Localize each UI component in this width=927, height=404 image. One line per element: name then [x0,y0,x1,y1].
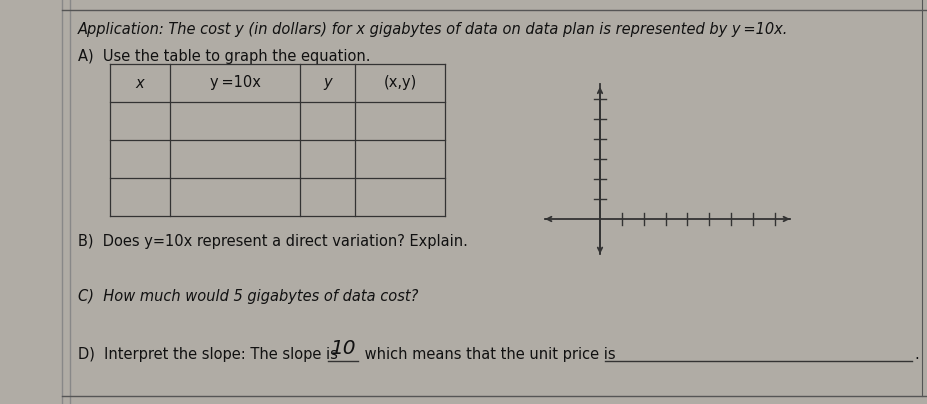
Text: y =10x: y =10x [210,76,260,90]
Text: D)  Interpret the slope: The slope is: D) Interpret the slope: The slope is [78,347,342,362]
Text: C)  How much would 5 gigabytes of data cost?: C) How much would 5 gigabytes of data co… [78,289,418,304]
Text: x: x [135,76,145,90]
Text: Application: The cost y (in dollars) for x gigabytes of data on data plan is rep: Application: The cost y (in dollars) for… [78,22,788,37]
Text: .: . [913,347,918,362]
Text: A)  Use the table to graph the equation.: A) Use the table to graph the equation. [78,49,370,64]
Text: 10: 10 [330,339,355,358]
Text: which means that the unit price is: which means that the unit price is [360,347,615,362]
Text: y: y [323,76,332,90]
Text: (x,y): (x,y) [383,76,416,90]
Text: B)  Does y=10x represent a direct variation? Explain.: B) Does y=10x represent a direct variati… [78,234,467,249]
